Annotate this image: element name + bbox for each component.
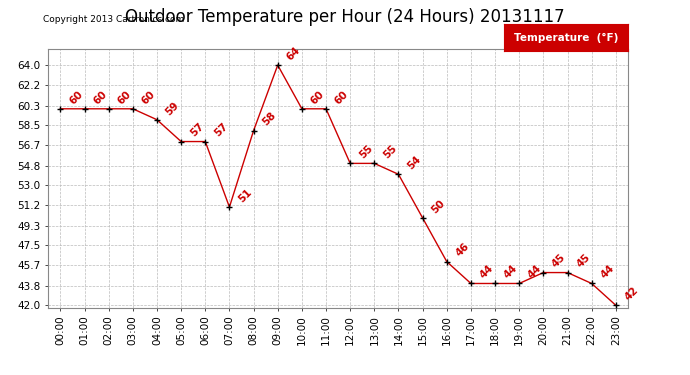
Text: 60: 60 [333, 89, 351, 106]
Text: 55: 55 [357, 143, 375, 160]
Text: 44: 44 [526, 263, 544, 281]
Text: Copyright 2013 Cartronics.com: Copyright 2013 Cartronics.com [43, 15, 184, 24]
Text: 57: 57 [188, 122, 206, 139]
Text: 50: 50 [430, 198, 447, 215]
Text: 60: 60 [140, 89, 157, 106]
Text: 51: 51 [237, 187, 254, 204]
Text: 57: 57 [213, 122, 230, 139]
Text: 44: 44 [502, 263, 520, 281]
Text: 44: 44 [599, 263, 616, 281]
Text: 54: 54 [406, 154, 423, 171]
Text: 60: 60 [116, 89, 133, 106]
Text: 46: 46 [454, 242, 471, 259]
Text: 45: 45 [575, 252, 592, 270]
Text: 55: 55 [382, 143, 399, 160]
Text: Outdoor Temperature per Hour (24 Hours) 20131117: Outdoor Temperature per Hour (24 Hours) … [125, 8, 565, 26]
Text: 64: 64 [285, 45, 302, 62]
Text: 59: 59 [164, 100, 181, 117]
Text: 60: 60 [92, 89, 109, 106]
Text: 45: 45 [551, 252, 568, 270]
Text: 44: 44 [478, 263, 495, 281]
Text: 58: 58 [261, 111, 278, 128]
Text: Temperature  (°F): Temperature (°F) [513, 33, 618, 42]
Text: 60: 60 [68, 89, 85, 106]
Text: 60: 60 [309, 89, 326, 106]
Text: 42: 42 [623, 285, 640, 303]
